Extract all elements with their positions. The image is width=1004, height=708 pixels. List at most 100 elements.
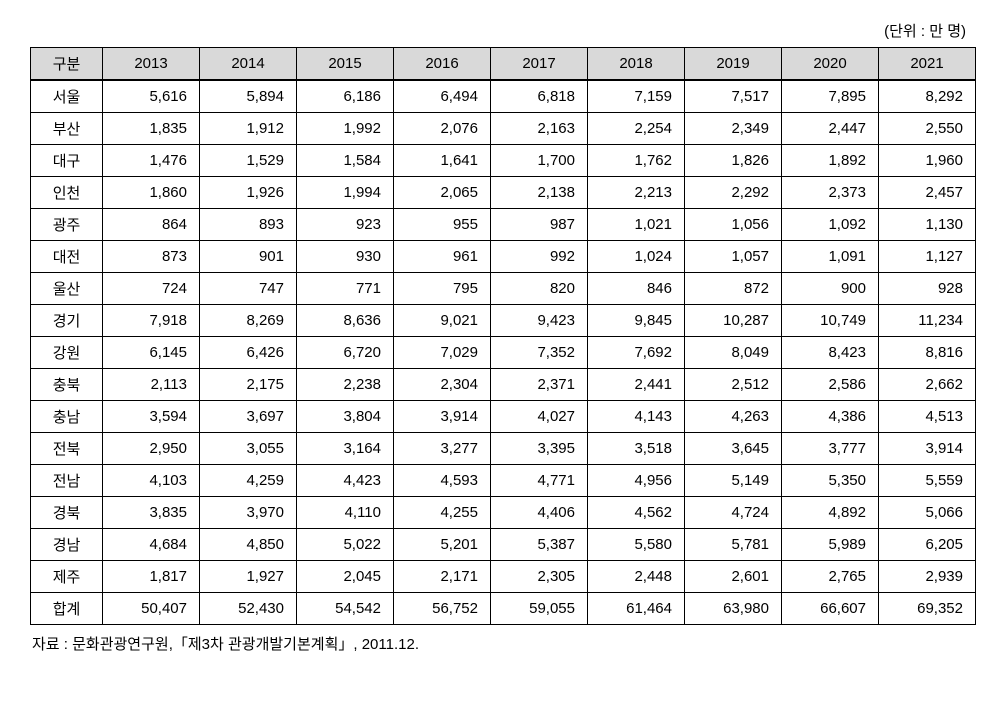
value-cell: 1,700 <box>491 145 588 177</box>
value-cell: 5,149 <box>685 465 782 497</box>
value-cell: 2,512 <box>685 369 782 401</box>
value-cell: 2,448 <box>588 561 685 593</box>
value-cell: 864 <box>103 209 200 241</box>
value-cell: 5,066 <box>879 497 976 529</box>
value-cell: 930 <box>297 241 394 273</box>
value-cell: 2,065 <box>394 177 491 209</box>
value-cell: 3,914 <box>394 401 491 433</box>
value-cell: 6,426 <box>200 337 297 369</box>
value-cell: 5,580 <box>588 529 685 561</box>
table-row: 부산1,8351,9121,9922,0762,1632,2542,3492,4… <box>31 113 976 145</box>
value-cell: 1,892 <box>782 145 879 177</box>
value-cell: 4,513 <box>879 401 976 433</box>
value-cell: 4,684 <box>103 529 200 561</box>
value-cell: 8,049 <box>685 337 782 369</box>
value-cell: 5,781 <box>685 529 782 561</box>
category-cell: 서울 <box>31 80 103 113</box>
value-cell: 1,021 <box>588 209 685 241</box>
value-cell: 1,835 <box>103 113 200 145</box>
value-cell: 4,110 <box>297 497 394 529</box>
header-year-2020: 2020 <box>782 48 879 81</box>
value-cell: 4,027 <box>491 401 588 433</box>
value-cell: 4,562 <box>588 497 685 529</box>
value-cell: 11,234 <box>879 305 976 337</box>
value-cell: 795 <box>394 273 491 305</box>
value-cell: 872 <box>685 273 782 305</box>
value-cell: 1,024 <box>588 241 685 273</box>
value-cell: 1,960 <box>879 145 976 177</box>
value-cell: 2,349 <box>685 113 782 145</box>
value-cell: 1,127 <box>879 241 976 273</box>
value-cell: 2,586 <box>782 369 879 401</box>
value-cell: 4,771 <box>491 465 588 497</box>
table-row: 대구1,4761,5291,5841,6411,7001,7621,8261,8… <box>31 145 976 177</box>
category-cell: 대구 <box>31 145 103 177</box>
value-cell: 2,550 <box>879 113 976 145</box>
value-cell: 3,518 <box>588 433 685 465</box>
value-cell: 2,163 <box>491 113 588 145</box>
value-cell: 4,892 <box>782 497 879 529</box>
value-cell: 5,022 <box>297 529 394 561</box>
table-body: 서울5,6165,8946,1866,4946,8187,1597,5177,8… <box>31 80 976 625</box>
value-cell: 820 <box>491 273 588 305</box>
value-cell: 1,092 <box>782 209 879 241</box>
value-cell: 6,205 <box>879 529 976 561</box>
value-cell: 4,386 <box>782 401 879 433</box>
value-cell: 7,895 <box>782 80 879 113</box>
value-cell: 1,584 <box>297 145 394 177</box>
table-row: 인천1,8601,9261,9942,0652,1382,2132,2922,3… <box>31 177 976 209</box>
header-row: 구분201320142015201620172018201920202021 <box>31 48 976 81</box>
category-cell: 제주 <box>31 561 103 593</box>
value-cell: 2,457 <box>879 177 976 209</box>
value-cell: 923 <box>297 209 394 241</box>
value-cell: 3,594 <box>103 401 200 433</box>
header-year-2021: 2021 <box>879 48 976 81</box>
value-cell: 7,159 <box>588 80 685 113</box>
value-cell: 2,371 <box>491 369 588 401</box>
value-cell: 63,980 <box>685 593 782 625</box>
value-cell: 6,186 <box>297 80 394 113</box>
value-cell: 1,994 <box>297 177 394 209</box>
value-cell: 992 <box>491 241 588 273</box>
value-cell: 1,762 <box>588 145 685 177</box>
category-cell: 강원 <box>31 337 103 369</box>
table-row: 경기7,9188,2698,6369,0219,4239,84510,28710… <box>31 305 976 337</box>
value-cell: 3,055 <box>200 433 297 465</box>
value-cell: 4,103 <box>103 465 200 497</box>
value-cell: 2,238 <box>297 369 394 401</box>
value-cell: 4,143 <box>588 401 685 433</box>
category-cell: 경기 <box>31 305 103 337</box>
header-year-2017: 2017 <box>491 48 588 81</box>
unit-label: (단위 : 만 명) <box>30 20 974 41</box>
value-cell: 5,616 <box>103 80 200 113</box>
value-cell: 6,818 <box>491 80 588 113</box>
value-cell: 1,529 <box>200 145 297 177</box>
value-cell: 3,970 <box>200 497 297 529</box>
header-year-2016: 2016 <box>394 48 491 81</box>
value-cell: 7,918 <box>103 305 200 337</box>
value-cell: 8,269 <box>200 305 297 337</box>
value-cell: 2,076 <box>394 113 491 145</box>
value-cell: 1,992 <box>297 113 394 145</box>
value-cell: 2,765 <box>782 561 879 593</box>
value-cell: 893 <box>200 209 297 241</box>
category-cell: 인천 <box>31 177 103 209</box>
value-cell: 901 <box>200 241 297 273</box>
value-cell: 5,201 <box>394 529 491 561</box>
header-year-2018: 2018 <box>588 48 685 81</box>
value-cell: 4,406 <box>491 497 588 529</box>
value-cell: 1,641 <box>394 145 491 177</box>
value-cell: 3,164 <box>297 433 394 465</box>
table-row: 전남4,1034,2594,4234,5934,7714,9565,1495,3… <box>31 465 976 497</box>
value-cell: 7,352 <box>491 337 588 369</box>
value-cell: 6,145 <box>103 337 200 369</box>
value-cell: 2,662 <box>879 369 976 401</box>
value-cell: 8,423 <box>782 337 879 369</box>
value-cell: 1,056 <box>685 209 782 241</box>
value-cell: 56,752 <box>394 593 491 625</box>
value-cell: 2,254 <box>588 113 685 145</box>
value-cell: 7,692 <box>588 337 685 369</box>
value-cell: 724 <box>103 273 200 305</box>
value-cell: 8,816 <box>879 337 976 369</box>
value-cell: 1,817 <box>103 561 200 593</box>
